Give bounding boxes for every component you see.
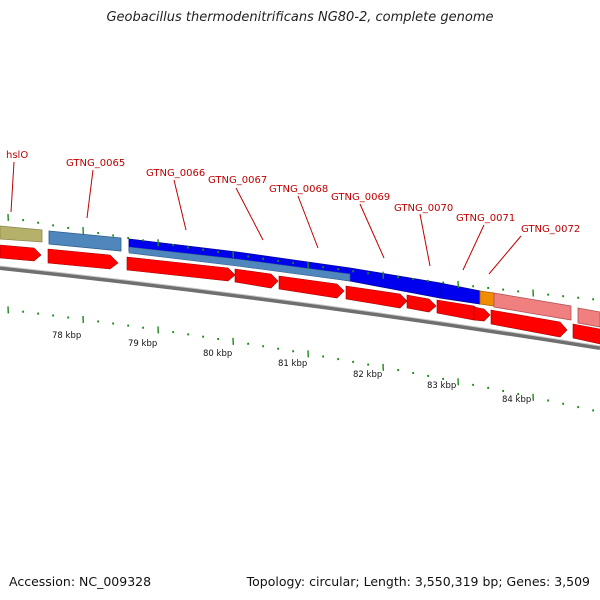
gene-label-gtng-0067: GTNG_0067 — [208, 175, 267, 186]
gene-label-gtng-0068: GTNG_0068 — [269, 184, 328, 195]
kbp-label-84: 84 kbp — [502, 395, 531, 405]
callout-line-3 — [235, 187, 264, 241]
feature-gtng-0072-pink — [493, 292, 572, 321]
cds-arrow-11 — [572, 323, 600, 345]
backbone-arc-highlight — [0, 265, 600, 347]
kbp-label-79: 79 kbp — [128, 339, 157, 349]
kbp-label-83: 83 kbp — [427, 381, 456, 391]
cds-arrow-7 — [406, 294, 437, 313]
backbone-arc — [0, 266, 600, 350]
genome-summary-text: Topology: circular; Length: 3,550,319 bp… — [246, 574, 590, 589]
callout-line-5 — [359, 203, 385, 259]
feature-gtng-0071-orange — [479, 290, 495, 307]
callout-line-7 — [462, 224, 485, 271]
gene-label-hslo: hslO — [6, 150, 28, 161]
feature-olive — [0, 225, 43, 243]
cds-arrow-3 — [126, 256, 236, 282]
kbp-label-78: 78 kbp — [52, 331, 81, 341]
gene-label-gtng-0071: GTNG_0071 — [456, 213, 515, 224]
callout-line-6 — [419, 213, 431, 267]
feature-gtng-0065 — [48, 230, 122, 252]
callout-line-8 — [488, 235, 522, 275]
feature-next-pink — [577, 307, 600, 328]
callout-line-1 — [86, 169, 94, 219]
gene-label-gtng-0072: GTNG_0072 — [521, 224, 580, 235]
callout-line-4 — [297, 195, 319, 249]
inner-tick-marks — [7, 306, 595, 412]
gene-label-gtng-0069: GTNG_0069 — [331, 192, 390, 203]
cds-arrow-10 — [490, 309, 568, 338]
gene-label-gtng-0066: GTNG_0066 — [146, 168, 205, 179]
cds-arrow-9 — [473, 306, 491, 322]
outer-tick-marks — [7, 213, 595, 301]
callout-line-2 — [173, 179, 187, 231]
cds-arrow-2 — [47, 248, 119, 270]
accession-text: Accession: NC_009328 — [9, 574, 152, 589]
gene-label-callouts — [10, 161, 522, 275]
gene-label-gtng-0070: GTNG_0070 — [394, 203, 453, 214]
callout-line-0 — [10, 161, 15, 213]
map-title: Geobacillus thermodenitrificans NG80-2, … — [106, 10, 494, 25]
cds-arrow-4 — [234, 268, 279, 289]
kbp-label-82: 82 kbp — [353, 370, 382, 380]
kbp-label-81: 81 kbp — [278, 359, 307, 369]
cds-arrow-5 — [278, 275, 345, 299]
gene-label-gtng-0065: GTNG_0065 — [66, 158, 125, 169]
feature-gtng-0066-0068-steelblue — [128, 246, 351, 282]
cds-arrow-6 — [345, 285, 408, 309]
kbp-label-80: 80 kbp — [203, 349, 232, 359]
cds-arrow-1 — [0, 244, 42, 262]
